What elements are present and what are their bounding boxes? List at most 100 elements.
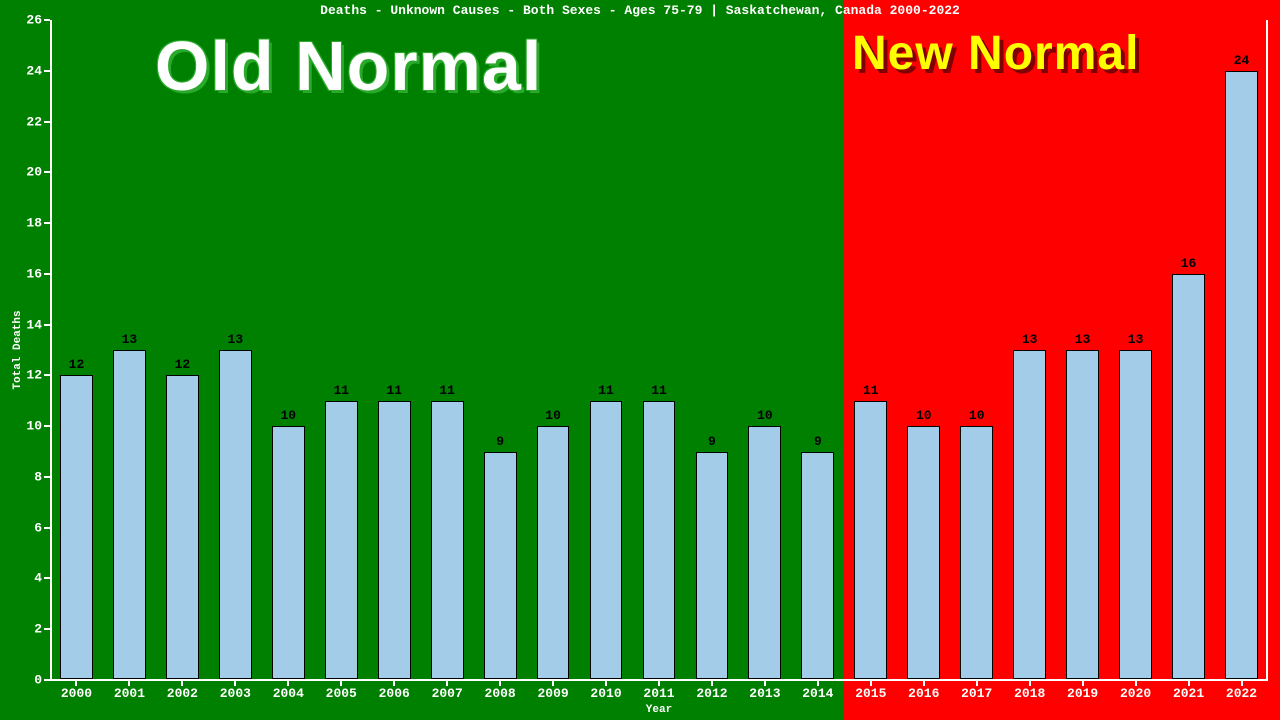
bar bbox=[484, 452, 517, 679]
bar bbox=[272, 426, 305, 679]
x-tick-label: 2012 bbox=[696, 686, 727, 701]
x-tick-label: 2009 bbox=[537, 686, 568, 701]
bar bbox=[854, 401, 887, 679]
bar-value-label: 13 bbox=[228, 332, 244, 347]
x-tick-label: 2007 bbox=[432, 686, 463, 701]
y-tick-label: 8 bbox=[12, 469, 42, 484]
y-tick-mark bbox=[44, 171, 50, 173]
y-axis-line-right bbox=[1266, 20, 1268, 680]
y-tick-label: 0 bbox=[12, 673, 42, 688]
x-tick-label: 2005 bbox=[326, 686, 357, 701]
bar-value-label: 13 bbox=[1128, 332, 1144, 347]
x-tick-label: 2010 bbox=[590, 686, 621, 701]
y-tick-mark bbox=[44, 527, 50, 529]
bar-value-label: 11 bbox=[386, 383, 402, 398]
x-tick-label: 2015 bbox=[855, 686, 886, 701]
x-tick-label: 2003 bbox=[220, 686, 251, 701]
y-tick-label: 16 bbox=[12, 266, 42, 281]
bar-value-label: 10 bbox=[916, 408, 932, 423]
x-tick-label: 2020 bbox=[1120, 686, 1151, 701]
x-tick-label: 2018 bbox=[1014, 686, 1045, 701]
y-tick-label: 4 bbox=[12, 571, 42, 586]
y-tick-label: 22 bbox=[12, 114, 42, 129]
x-tick-label: 2006 bbox=[379, 686, 410, 701]
y-tick-label: 24 bbox=[12, 63, 42, 78]
y-tick-label: 12 bbox=[12, 368, 42, 383]
bar-value-label: 10 bbox=[757, 408, 773, 423]
bar-value-label: 12 bbox=[69, 357, 85, 372]
y-tick-mark bbox=[44, 425, 50, 427]
bar-value-label: 10 bbox=[969, 408, 985, 423]
bar bbox=[1225, 71, 1258, 679]
y-tick-mark bbox=[44, 679, 50, 681]
chart-container: Deaths - Unknown Causes - Both Sexes - A… bbox=[0, 0, 1280, 720]
y-tick-mark bbox=[44, 273, 50, 275]
x-tick-label: 2021 bbox=[1173, 686, 1204, 701]
bar-value-label: 13 bbox=[1075, 332, 1091, 347]
x-tick-label: 2016 bbox=[908, 686, 939, 701]
bar bbox=[1172, 274, 1205, 679]
y-axis-line-left bbox=[50, 20, 52, 680]
y-tick-mark bbox=[44, 19, 50, 21]
bar bbox=[801, 452, 834, 679]
x-tick-label: 2019 bbox=[1067, 686, 1098, 701]
bar bbox=[325, 401, 358, 679]
y-tick-label: 26 bbox=[12, 13, 42, 28]
bar bbox=[431, 401, 464, 679]
bar bbox=[907, 426, 940, 679]
bar-value-label: 12 bbox=[175, 357, 191, 372]
bar bbox=[960, 426, 993, 679]
bar bbox=[748, 426, 781, 679]
y-tick-mark bbox=[44, 476, 50, 478]
bar-value-label: 13 bbox=[122, 332, 138, 347]
bar-value-label: 11 bbox=[439, 383, 455, 398]
x-tick-label: 2004 bbox=[273, 686, 304, 701]
bar bbox=[537, 426, 570, 679]
y-tick-mark bbox=[44, 70, 50, 72]
y-tick-mark bbox=[44, 121, 50, 123]
bar-value-label: 10 bbox=[545, 408, 561, 423]
bar bbox=[219, 350, 252, 679]
bar-value-label: 11 bbox=[651, 383, 667, 398]
y-tick-label: 20 bbox=[12, 165, 42, 180]
bar-value-label: 10 bbox=[280, 408, 296, 423]
x-tick-label: 2011 bbox=[643, 686, 674, 701]
x-tick-label: 2017 bbox=[961, 686, 992, 701]
bar-value-label: 9 bbox=[814, 434, 822, 449]
y-tick-label: 2 bbox=[12, 622, 42, 637]
x-tick-label: 2002 bbox=[167, 686, 198, 701]
bar-value-label: 11 bbox=[333, 383, 349, 398]
y-tick-label: 10 bbox=[12, 419, 42, 434]
bar-value-label: 9 bbox=[708, 434, 716, 449]
bar bbox=[378, 401, 411, 679]
bar bbox=[696, 452, 729, 679]
x-tick-label: 2013 bbox=[749, 686, 780, 701]
plot-area bbox=[50, 20, 1268, 680]
y-tick-label: 6 bbox=[12, 520, 42, 535]
y-tick-mark bbox=[44, 374, 50, 376]
y-tick-label: 14 bbox=[12, 317, 42, 332]
bar-value-label: 24 bbox=[1234, 53, 1250, 68]
x-tick-label: 2000 bbox=[61, 686, 92, 701]
chart-title: Deaths - Unknown Causes - Both Sexes - A… bbox=[0, 3, 1280, 18]
x-tick-label: 2014 bbox=[802, 686, 833, 701]
bar bbox=[60, 375, 93, 679]
bar-value-label: 13 bbox=[1022, 332, 1038, 347]
bar bbox=[643, 401, 676, 679]
bar bbox=[113, 350, 146, 679]
bar bbox=[590, 401, 623, 679]
bar-value-label: 9 bbox=[496, 434, 504, 449]
y-tick-mark bbox=[44, 628, 50, 630]
y-tick-mark bbox=[44, 577, 50, 579]
x-tick-label: 2001 bbox=[114, 686, 145, 701]
bar-value-label: 16 bbox=[1181, 256, 1197, 271]
y-tick-mark bbox=[44, 324, 50, 326]
x-tick-label: 2008 bbox=[485, 686, 516, 701]
x-axis-title: Year bbox=[646, 704, 672, 716]
x-tick-label: 2022 bbox=[1226, 686, 1257, 701]
bar bbox=[166, 375, 199, 679]
bar-value-label: 11 bbox=[598, 383, 614, 398]
bar bbox=[1119, 350, 1152, 679]
bar-value-label: 11 bbox=[863, 383, 879, 398]
bar bbox=[1066, 350, 1099, 679]
